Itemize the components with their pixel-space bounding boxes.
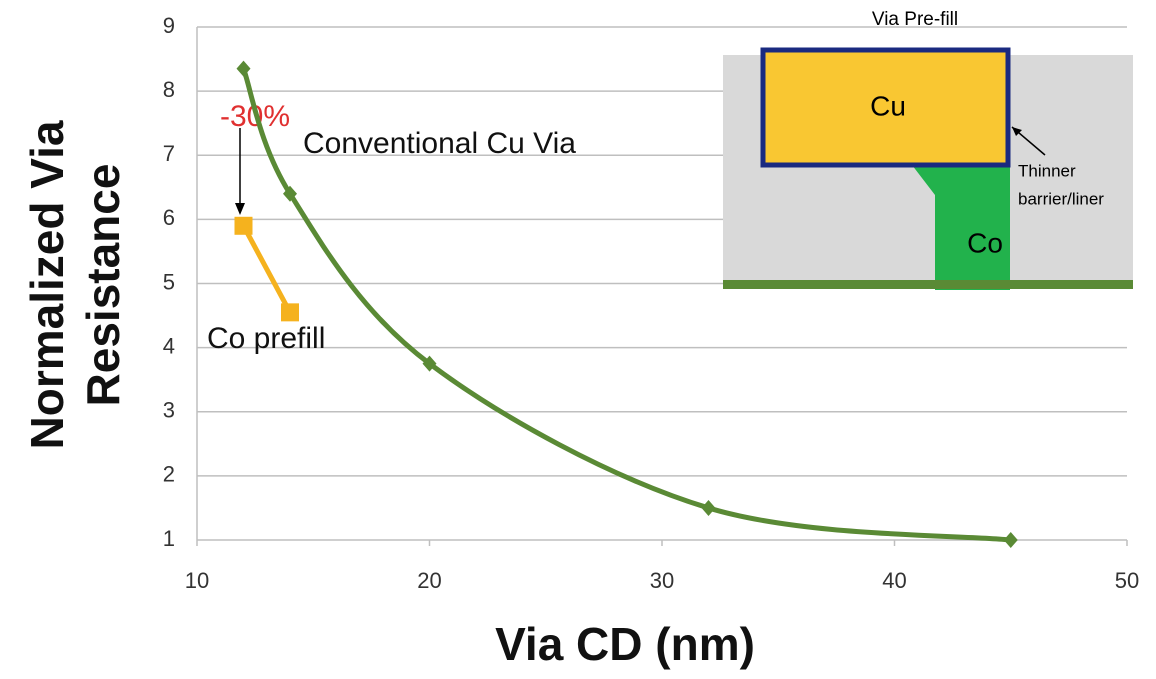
- x-tick-label: 30: [650, 568, 674, 593]
- series-label: Conventional Cu Via: [303, 127, 576, 160]
- y-tick-label: 3: [163, 398, 175, 423]
- cu-block: [760, 47, 1011, 168]
- x-tick-label: 40: [882, 568, 906, 593]
- y-tick-label: 4: [163, 333, 175, 358]
- inset-arrowhead: [1012, 127, 1022, 136]
- inset-label: Co: [967, 227, 1003, 258]
- annotation-arrowhead: [235, 203, 245, 215]
- series-line: [241, 67, 1012, 543]
- bottom-line: [723, 280, 1133, 289]
- marker: [281, 303, 299, 322]
- series-line: [241, 224, 293, 314]
- marker: [1003, 532, 1018, 548]
- y-tick-label: 7: [163, 141, 175, 166]
- x-tick-label: 50: [1115, 568, 1139, 593]
- marker: [236, 60, 251, 77]
- y-axis-title: Normalized Via Resistance: [21, 120, 129, 450]
- x-axis-title: Via CD (nm): [495, 618, 755, 670]
- y-tick-label: 8: [163, 77, 175, 102]
- inset-title: Via Pre-fill: [872, 9, 958, 30]
- y-tick-label: 2: [163, 462, 175, 487]
- y-tick-label: 9: [163, 13, 175, 38]
- series-label: Co prefill: [207, 322, 325, 355]
- y-tick-label: 1: [163, 526, 175, 551]
- x-tick-label: 20: [417, 568, 441, 593]
- marker: [234, 216, 253, 235]
- marker: [701, 499, 716, 516]
- inset-label: barrier/liner: [1018, 189, 1104, 208]
- y-tick-label: 6: [163, 205, 175, 230]
- inset-label: Cu: [870, 90, 906, 121]
- inset-label: Thinner: [1018, 161, 1076, 180]
- x-tick-label: 10: [185, 568, 209, 593]
- co-fill: [912, 165, 1010, 290]
- y-tick-label: 5: [163, 269, 175, 294]
- marker: [422, 355, 437, 372]
- marker: [283, 185, 297, 202]
- inset-diagram: Via Pre-fill Cu Co Thinner barrier/liner: [723, 9, 1133, 290]
